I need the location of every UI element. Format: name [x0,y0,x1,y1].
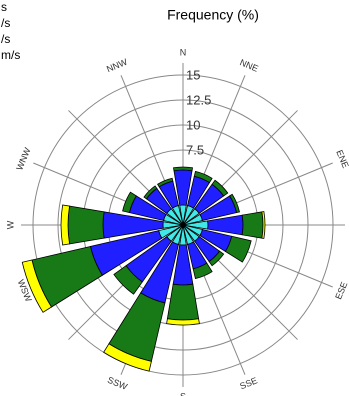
r-tick-label: 12.5 [186,92,211,107]
rose-segment [173,166,193,172]
rose-segment [67,205,105,245]
legend-label: m/s [1,48,20,62]
r-tick-label: 7.5 [186,142,204,157]
direction-label: WNW [14,146,32,172]
rose-segment [122,191,137,214]
direction-label: SSW [106,375,129,392]
direction-label: NNE [238,57,259,74]
rose-segment [103,343,152,372]
rose-segment [211,179,229,197]
rose-segment [193,170,213,184]
rose-segment [208,250,225,267]
rose-segment [241,211,264,239]
rose-segment [21,259,53,313]
rose-segment [229,193,240,214]
rose-segment [224,235,252,263]
direction-label: SSE [238,375,258,391]
rose-segment [166,318,200,326]
legend-label: s [1,0,7,14]
direction-label: ESE [333,280,349,300]
legend-label: /s [1,32,10,46]
legend-label: /s [1,16,10,30]
rose-segment [261,211,266,239]
rose-segment [166,283,200,321]
rose-segment [143,185,158,200]
r-tick-label: 15 [186,67,200,82]
rose [21,166,266,372]
direction-label: S [180,391,186,396]
direction-label: ENE [334,148,349,169]
rose-segment [157,177,174,188]
direction-label: W [5,220,15,229]
r-tick-label: 10 [186,117,200,132]
direction-label: NNW [105,57,129,75]
rose-segment [60,204,71,246]
direction-label: N [180,47,187,57]
chart-title: Frequency (%) [167,7,259,23]
rose-segment [113,265,143,295]
rose-segment [192,262,213,280]
